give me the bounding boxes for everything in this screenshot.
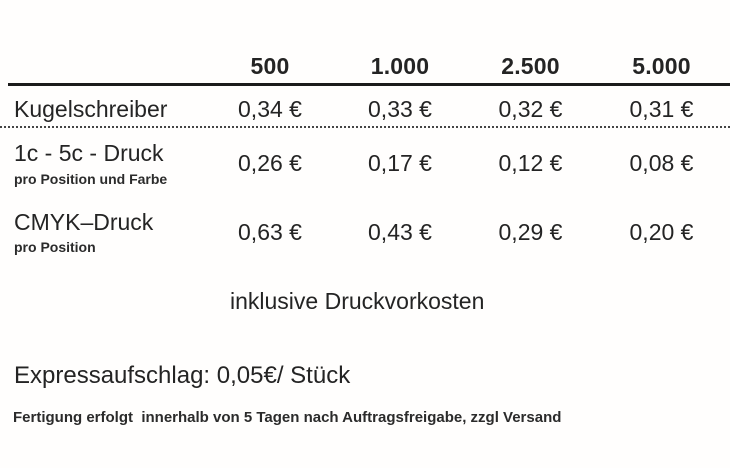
quantity-header-2: 1.000 — [370, 52, 430, 79]
product-label: Kugelschreiber — [14, 95, 168, 122]
price-cell: 0,12 € — [498, 150, 563, 177]
price-cell: 0,17 € — [368, 150, 432, 177]
quantity-header-4: 5.000 — [632, 52, 691, 79]
product-sublabel: pro Position und Farbe — [14, 170, 168, 187]
dotted-divider — [0, 126, 730, 128]
pricing-table: 500 1.000 2.500 5.000 Kugelschreiber 0,3… — [8, 48, 727, 268]
table-row-label-cmyk-druck: CMYK–Druck pro Position — [8, 196, 205, 268]
price-cell: 0,08 € — [629, 150, 694, 177]
quantity-header-3: 2.500 — [501, 52, 560, 79]
table-row-label-1c-5c-druck: 1c - 5c - Druck pro Position und Farbe — [8, 131, 205, 196]
price-cell: 0,32 € — [498, 95, 563, 122]
price-cell: 0,63 € — [238, 218, 302, 245]
table-row-label-kugelschreiber: Kugelschreiber — [8, 87, 205, 131]
price-cell: 0,34 € — [238, 95, 302, 122]
inclusive-costs-note: inklusive Druckvorkosten — [230, 288, 485, 314]
header-rule — [8, 83, 730, 86]
price-cell: 0,26 € — [238, 150, 302, 177]
price-cell: 0,20 € — [629, 218, 694, 245]
price-cell: 0,29 € — [498, 218, 563, 245]
production-time-note: Fertigung erfolgt innerhalb von 5 Tagen … — [13, 409, 562, 426]
header-spacer — [8, 48, 205, 87]
product-label: 1c - 5c - Druck — [14, 140, 164, 167]
quantity-header-1: 500 — [250, 52, 290, 79]
price-cell: 0,43 € — [368, 218, 432, 245]
product-sublabel: pro Position — [14, 239, 96, 256]
price-cell: 0,31 € — [629, 95, 694, 122]
product-label: CMYK–Druck — [14, 208, 154, 235]
express-surcharge-note: Expressaufschlag: 0,05€/ Stück — [14, 362, 351, 389]
price-cell: 0,33 € — [368, 95, 432, 122]
